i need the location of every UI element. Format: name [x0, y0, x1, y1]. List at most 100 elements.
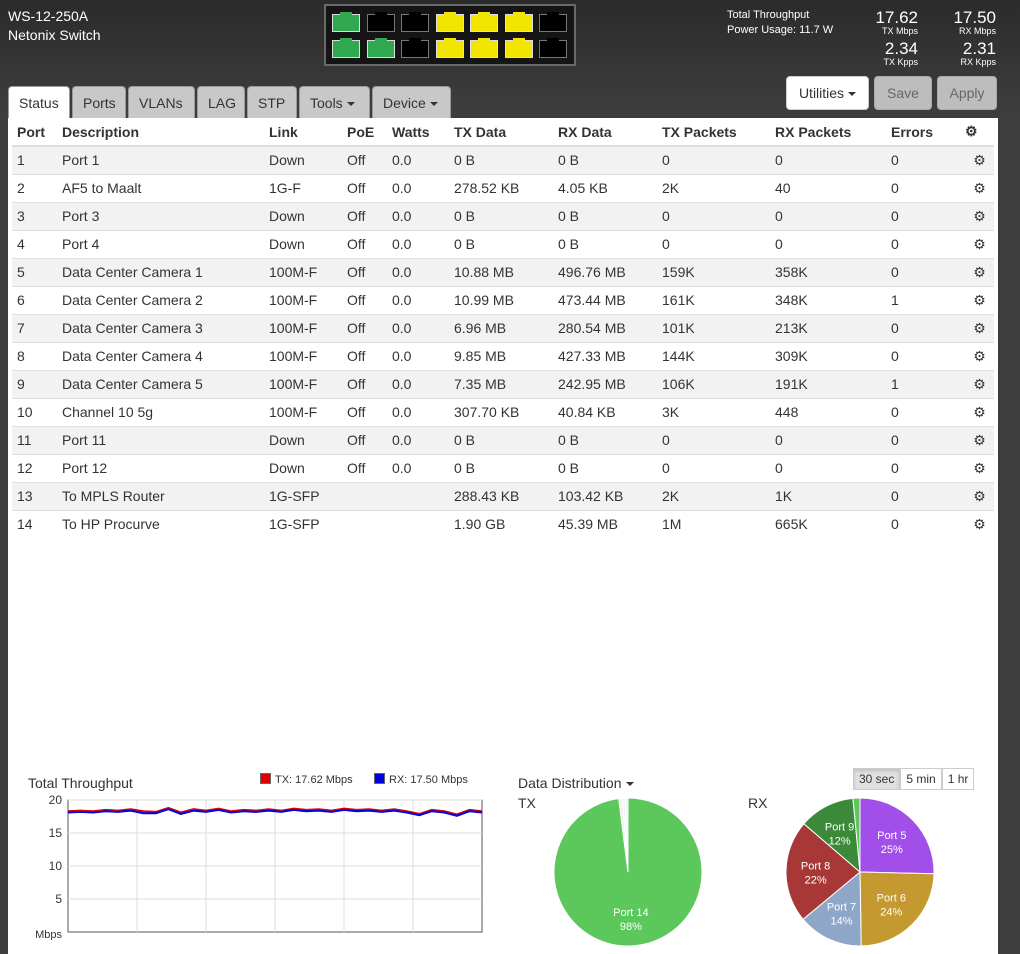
port-7-indicator[interactable]: [435, 12, 464, 32]
range-30sec-button[interactable]: 30 sec: [853, 768, 901, 790]
gear-icon[interactable]: ⚙: [960, 453, 994, 482]
table-cell: 0 B: [553, 145, 657, 174]
table-cell: Data Center Camera 3: [57, 313, 264, 342]
tab-vlans[interactable]: VLANs: [128, 86, 195, 118]
tab-status[interactable]: Status: [8, 86, 70, 119]
tx-pie-label: TX: [518, 795, 536, 811]
pie-slice[interactable]: [852, 797, 861, 873]
port-notch: [512, 38, 525, 42]
tab-stp[interactable]: STP: [247, 86, 297, 118]
utilities-button[interactable]: Utilities: [786, 76, 869, 110]
gear-icon[interactable]: ⚙: [960, 173, 994, 202]
tab-device[interactable]: Device: [372, 86, 451, 118]
gear-icon[interactable]: ⚙: [960, 118, 994, 147]
table-cell: 1M: [657, 509, 770, 538]
header-bar: WS-12-250A Netonix Switch Total Throughp…: [0, 0, 1020, 119]
gear-icon[interactable]: ⚙: [960, 425, 994, 454]
gear-icon[interactable]: ⚙: [960, 257, 994, 286]
port-10-indicator[interactable]: [470, 38, 498, 58]
column-header: Port: [12, 118, 57, 147]
tab-tools[interactable]: Tools: [299, 86, 370, 118]
pie-slice-port-8[interactable]: [785, 823, 861, 921]
chevron-down-icon: [429, 102, 438, 107]
table-cell: 0.0: [387, 285, 449, 314]
pie-slice-port-7[interactable]: [802, 870, 862, 947]
table-cell: 14: [12, 509, 57, 538]
port-14-indicator[interactable]: [539, 38, 567, 58]
tab-lag[interactable]: LAG: [197, 86, 245, 118]
table-row[interactable]: 5 Data Center Camera 1 100M-F Off 0.0 10.88 M…: [12, 257, 994, 286]
range-5min-button[interactable]: 5 min: [900, 768, 942, 790]
port-3-indicator[interactable]: [366, 12, 395, 32]
table-row[interactable]: 2 AF5 to Maalt 1G-F Off 0.0 278.52 KB 4.05 KB 2…: [12, 173, 994, 202]
table-row[interactable]: 14 To HP Procurve 1G-SFP 1.90 GB 45.39 MB 1M 6…: [12, 509, 994, 538]
table-row[interactable]: 8 Data Center Camera 4 100M-F Off 0.0 9.85 MB…: [12, 341, 994, 370]
table-cell: Off: [342, 341, 387, 370]
port-4-indicator[interactable]: [366, 38, 395, 58]
total-throughput-label: Total Throughput: [727, 9, 810, 21]
port-1-indicator[interactable]: [332, 12, 360, 32]
table-row[interactable]: 6 Data Center Camera 2 100M-F Off 0.0 10.99 M…: [12, 285, 994, 314]
gear-icon[interactable]: ⚙: [960, 509, 994, 538]
column-header: TX Packets: [657, 118, 770, 147]
port-5-indicator[interactable]: [401, 12, 429, 32]
tab-ports[interactable]: Ports: [72, 86, 126, 118]
pie-slice-port-5[interactable]: [859, 797, 935, 875]
gear-icon[interactable]: ⚙: [960, 369, 994, 398]
rx-legend-text: RX: 17.50 Mbps: [389, 774, 468, 786]
table-cell: [342, 481, 387, 510]
rx-kpps-stat: 2.31 RX Kpps: [940, 40, 996, 67]
gear-icon[interactable]: ⚙: [960, 341, 994, 370]
gear-icon[interactable]: ⚙: [960, 481, 994, 510]
table-cell: 3: [12, 201, 57, 230]
port-notch: [478, 38, 490, 42]
time-range-group: 30 sec 5 min 1 hr: [853, 768, 975, 790]
gear-icon[interactable]: ⚙: [960, 229, 994, 258]
port-6-indicator[interactable]: [401, 38, 429, 58]
table-row[interactable]: 7 Data Center Camera 3 100M-F Off 0.0 6.96 MB…: [12, 313, 994, 342]
data-distribution-dropdown[interactable]: Data Distribution: [518, 775, 634, 791]
port-9-indicator[interactable]: [470, 12, 498, 32]
table-cell: 12: [12, 453, 57, 482]
table-row[interactable]: 10 Channel 10 5g 100M-F Off 0.0 307.70 KB 40.8…: [12, 397, 994, 426]
port-11-indicator[interactable]: [504, 12, 533, 32]
pie-slice-label: Port 9: [825, 822, 854, 834]
gear-icon[interactable]: ⚙: [960, 145, 994, 174]
table-cell: 4.05 KB: [553, 173, 657, 202]
table-cell: Port 12: [57, 453, 264, 482]
apply-button[interactable]: Apply: [937, 76, 997, 110]
port-12-indicator[interactable]: [504, 38, 533, 58]
pie-slice[interactable]: [624, 797, 629, 873]
column-header: Errors: [886, 118, 960, 147]
tab-lag-label: LAG: [208, 95, 237, 111]
range-1hr-button[interactable]: 1 hr: [941, 768, 975, 790]
table-cell: 40.84 KB: [553, 397, 657, 426]
table-cell: Down: [264, 145, 342, 174]
table-cell: 2K: [657, 481, 770, 510]
gear-icon[interactable]: ⚙: [960, 313, 994, 342]
port-13-indicator[interactable]: [539, 12, 567, 32]
gear-icon[interactable]: ⚙: [960, 285, 994, 314]
table-cell: Down: [264, 453, 342, 482]
save-button[interactable]: Save: [874, 76, 932, 110]
port-8-indicator[interactable]: [435, 38, 464, 58]
table-cell: [342, 509, 387, 538]
gear-icon[interactable]: ⚙: [960, 397, 994, 426]
table-row[interactable]: 9 Data Center Camera 5 100M-F Off 0.0 7.35 MB…: [12, 369, 994, 398]
gear-icon[interactable]: ⚙: [960, 201, 994, 230]
pie-slice-label: Port 14: [613, 907, 648, 919]
table-cell: 7.35 MB: [449, 369, 553, 398]
port-notch: [340, 38, 352, 42]
table-cell: Off: [342, 173, 387, 202]
port-2-indicator[interactable]: [332, 38, 360, 58]
table-row[interactable]: 13 To MPLS Router 1G-SFP 288.43 KB 103.42 KB…: [12, 481, 994, 510]
port-notch: [443, 38, 456, 42]
table-cell: 358K: [770, 257, 886, 286]
table-cell: Port 3: [57, 201, 264, 230]
pie-slice-port-6[interactable]: [859, 871, 935, 947]
